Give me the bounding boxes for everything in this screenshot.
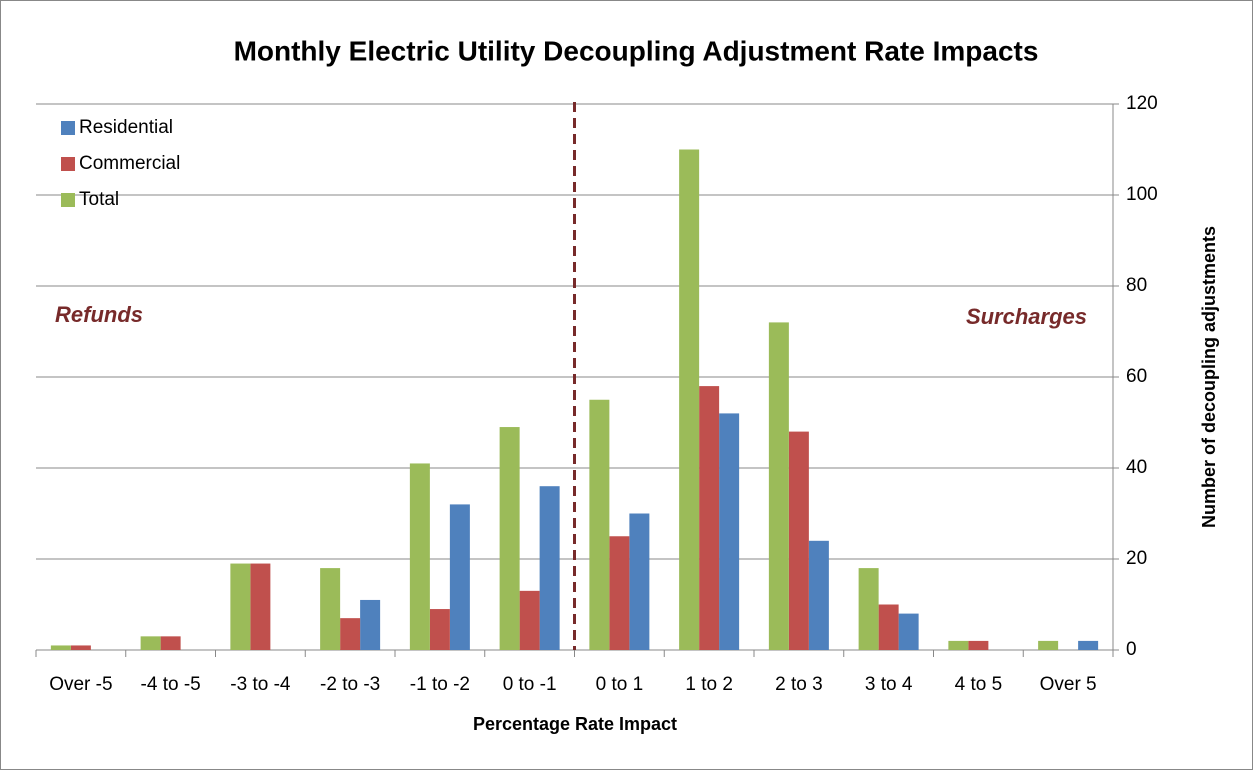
y-tick-label: 0 [1126, 639, 1137, 660]
x-tick-label: -3 to -4 [230, 674, 291, 695]
annotation: Surcharges [966, 304, 1087, 329]
y-tick-label: 40 [1126, 457, 1147, 478]
x-tick-label: -1 to -2 [410, 674, 470, 695]
bar [140, 636, 161, 650]
bar [679, 149, 700, 650]
x-tick-label: 0 to 1 [596, 674, 644, 695]
bar [948, 640, 969, 650]
bar [360, 599, 381, 650]
legend-swatch [61, 121, 75, 135]
legend-swatch [61, 157, 75, 171]
y-tick-label: 20 [1126, 548, 1147, 569]
x-tick-label: 2 to 3 [775, 674, 823, 695]
legend-swatch [61, 193, 75, 207]
y-tick-label: 60 [1126, 366, 1147, 387]
bar [449, 504, 470, 650]
bar [768, 322, 789, 650]
bar [160, 636, 181, 650]
x-tick-label: Over -5 [49, 674, 112, 695]
x-tick-label: 4 to 5 [955, 674, 1003, 695]
chart-title: Monthly Electric Utility Decoupling Adju… [234, 35, 1039, 66]
bar [320, 568, 341, 650]
bar [808, 540, 829, 650]
x-axis-title: Percentage Rate Impact [473, 714, 677, 734]
bar [50, 645, 71, 650]
legend-label: Commercial [79, 153, 180, 174]
y-tick-label: 100 [1126, 184, 1158, 205]
bar [788, 431, 809, 650]
bar [898, 613, 919, 650]
bar [519, 590, 540, 650]
bar [250, 563, 271, 650]
bar [1078, 640, 1099, 650]
bar [719, 413, 740, 650]
bar [858, 568, 879, 650]
legend-label: Total [79, 189, 119, 210]
bar [429, 609, 450, 650]
bar [409, 463, 430, 650]
x-tick-label: -2 to -3 [320, 674, 380, 695]
bar [70, 645, 91, 650]
x-tick-label: 3 to 4 [865, 674, 913, 695]
bar [230, 563, 251, 650]
bar [629, 513, 650, 650]
bar [878, 604, 899, 650]
y-tick-label: 80 [1126, 275, 1147, 296]
annotation: Refunds [55, 302, 143, 327]
bar [968, 640, 989, 650]
bar [499, 427, 520, 650]
bar [699, 386, 720, 650]
y-axis-title: Number of decoupling adjustments [1199, 226, 1219, 528]
y-tick-label: 120 [1126, 93, 1158, 114]
bar [589, 399, 610, 650]
legend-label: Residential [79, 117, 173, 138]
bar [1038, 640, 1059, 650]
x-tick-label: 0 to -1 [503, 674, 557, 695]
bar [539, 486, 560, 650]
bar [609, 536, 630, 650]
bar [340, 618, 361, 650]
x-tick-label: Over 5 [1040, 674, 1097, 695]
x-tick-label: 1 to 2 [685, 674, 733, 695]
x-tick-label: -4 to -5 [141, 674, 201, 695]
